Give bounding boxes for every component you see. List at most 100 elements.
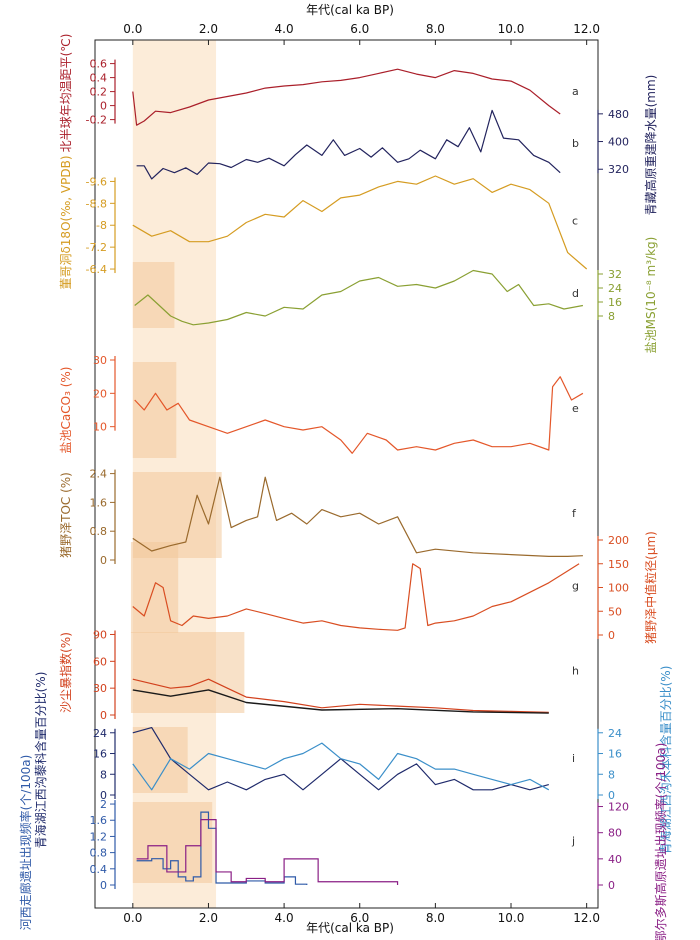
panel-d-tick-label: 24: [608, 282, 622, 295]
panel-g-tick-label: 0: [608, 629, 615, 642]
panel-f-tick-label: 1.6: [90, 496, 108, 509]
panel-g-tick-label: 100: [608, 582, 629, 595]
x-axis-title-bottom: 年代(cal ka BP): [306, 921, 394, 935]
panel-i-left-tick-label: 8: [100, 768, 107, 781]
panel-i-series-1: [132, 742, 550, 791]
panel-i-label-0: 青海湖江西沟藜科含量百分比(%): [33, 672, 48, 849]
panel-f-tick-label: 0.8: [90, 525, 108, 538]
panel-d-label: 盐池MS(10⁻⁸ m³/kg): [644, 237, 658, 354]
panel-e-label: 盐池CaCO₃ (%): [59, 367, 73, 454]
x-tick-label-top: 6.0: [350, 22, 369, 36]
panel-j-label-0: 河西走廊遗址出现频率(个/100a): [18, 755, 33, 931]
panel-g-label: 猪野泽中值粒径(μm): [643, 531, 658, 644]
x-axis-title-top: 年代(cal ka BP): [306, 3, 394, 17]
panel-a-tick-label: 0.4: [90, 72, 108, 85]
x-tick-label-bottom: 8.0: [426, 911, 445, 925]
shaded-box-e: [132, 362, 177, 458]
panel-h-tick-label: 60: [93, 655, 107, 668]
panel-e-tick-label: 10: [93, 421, 107, 434]
x-tick-label-bottom: 0.0: [123, 911, 142, 925]
panel-j-right-tick-label: 40: [608, 853, 622, 866]
x-tick-label-top: 8.0: [426, 22, 445, 36]
panel-letter-j: j: [571, 835, 575, 848]
panel-j-left-tick-label: 0.8: [90, 847, 108, 860]
panel-i-left-tick-label: 0: [100, 789, 107, 802]
panel-h-line: [132, 678, 549, 713]
panel-d-tick-label: 8: [608, 310, 615, 323]
x-tick-label-top: 0.0: [123, 22, 142, 36]
panel-a-tick-label: 0: [100, 100, 107, 113]
shaded-box-h: [130, 632, 245, 713]
panel-b-label: 青藏高原重建降水量(mm): [643, 75, 658, 216]
panel-h-tick-label: 30: [93, 682, 107, 695]
plot-frame: [94, 39, 599, 909]
panel-i-left-tick-label: 24: [93, 727, 107, 740]
panel-j-left-tick-label: 2: [100, 798, 107, 811]
panel-letter-b: b: [572, 137, 579, 150]
panel-i-left-tick-label: 16: [93, 748, 107, 761]
panel-f-tick-label: 0: [100, 554, 107, 567]
panel-j-left-tick-label: 0.4: [90, 863, 108, 876]
panel-j-left-tick-label: 1.2: [90, 830, 108, 843]
panel-b-tick-label: 480: [608, 108, 629, 121]
panel-c-tick-label: -7.2: [86, 241, 107, 254]
panel-h-tick-label: 0: [100, 709, 107, 722]
panel-a-tick-label: 0.6: [90, 58, 108, 71]
panel-letter-f: f: [572, 507, 577, 520]
x-tick-label-top: 4.0: [275, 22, 294, 36]
panel-letter-d: d: [572, 287, 579, 300]
panel-j-right-tick-label: 0: [608, 879, 615, 892]
panel-f-label: 猪野泽TOC (%): [59, 472, 73, 558]
panel-c-tick-label: -6.4: [86, 263, 107, 276]
panel-c-tick-label: -8: [96, 219, 107, 232]
panel-d-tick-label: 16: [608, 296, 622, 309]
x-tick-label-bottom: 12.0: [573, 911, 600, 925]
labels: 0.0 0.0 2.0 2.0 4.0 4.0 6.0 6.0 8.0 8.0 10.0 10.0 12…: [18, 22, 673, 940]
x-tick-label-top: 10.0: [498, 22, 525, 36]
shaded-box-d: [132, 262, 175, 328]
panel-i-right-tick-label: 16: [608, 748, 622, 761]
panel-letter-g: g: [572, 580, 579, 593]
panel-h-tick-label: 90: [93, 628, 107, 641]
panel-i-right-tick-label: 0: [608, 789, 615, 802]
x-tick-label-bottom: 2.0: [199, 911, 218, 925]
panel-e-tick-label: 30: [93, 354, 107, 367]
panel-b-tick-label: 320: [608, 163, 629, 176]
axes: [94, 39, 603, 909]
panel-h-label: 沙尘暴指数(%): [58, 632, 73, 713]
x-tick-label-bottom: 4.0: [275, 911, 294, 925]
shaded-box-j: [132, 802, 213, 883]
panel-i-label-1: 青海湖江西沟禾本科含量百分比(%): [658, 666, 673, 855]
panel-d-line: [134, 269, 584, 326]
panel-e-tick-label: 20: [93, 387, 107, 400]
x-tick-label-bottom: 6.0: [350, 911, 369, 925]
panel-letter-e: e: [572, 402, 579, 415]
panel-letter-i: i: [572, 752, 575, 765]
x-tick-label-bottom: 10.0: [498, 911, 525, 925]
shaded-box-i: [132, 727, 188, 793]
panel-g-tick-label: 200: [608, 534, 629, 547]
panel-a-label: 北半球年均温距平(℃): [59, 34, 73, 153]
panel-a-tick-label: 0.2: [90, 86, 108, 99]
panel-j-left-tick-label: 0: [100, 879, 107, 892]
panel-b-tick-label: 400: [608, 136, 629, 149]
panel-j-right-tick-label: 80: [608, 827, 622, 840]
panel-i-right-tick-label: 24: [608, 727, 622, 740]
series: [132, 68, 588, 885]
panel-letter-h: h: [572, 665, 579, 678]
panel-j-label-1: 鄂尔多斯高原遗址出现频率(个/100a): [653, 743, 668, 940]
shaded-box-g: [130, 542, 179, 633]
panel-c-tick-label: -8.8: [86, 197, 107, 210]
panel-h-trend-line: [132, 689, 549, 714]
x-tick-label-top: 2.0: [199, 22, 218, 36]
panel-a-tick-label: -0.2: [86, 114, 107, 127]
panel-f-line: [132, 476, 583, 558]
panel-d-tick-label: 32: [608, 268, 622, 281]
panel-c-label: 董哥洞δ18O(‰, VPDB): [59, 155, 73, 289]
panel-f-tick-label: 2.4: [90, 468, 108, 481]
panel-c-tick-label: -9.6: [86, 175, 107, 188]
panel-g-tick-label: 150: [608, 558, 629, 571]
panel-j-left-tick-label: 1.6: [90, 814, 108, 827]
panel-a-line: [132, 68, 561, 126]
